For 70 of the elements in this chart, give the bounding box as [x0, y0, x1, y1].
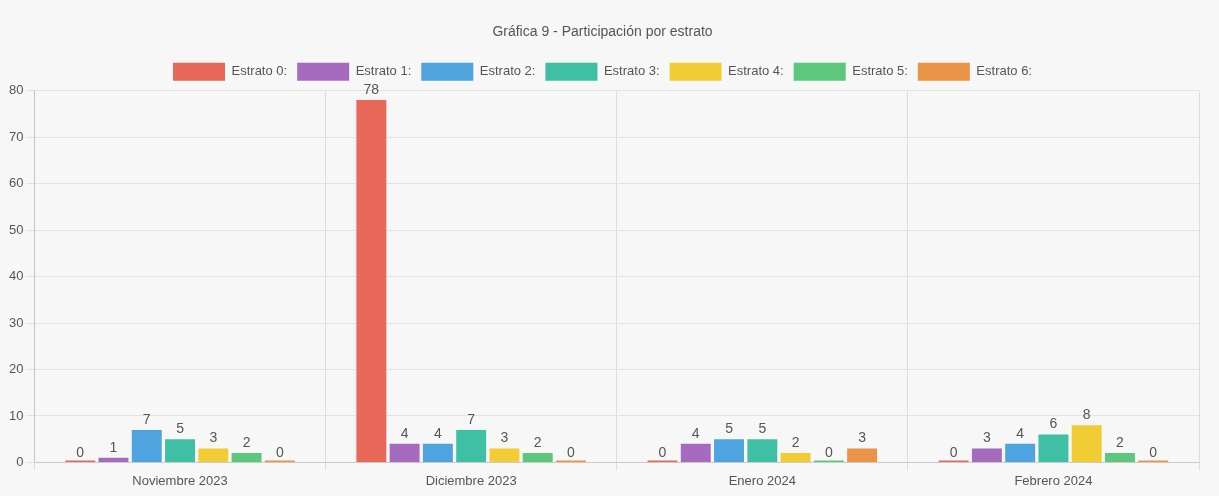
bar — [1105, 453, 1135, 462]
x-tick-label: Diciembre 2023 — [425, 472, 517, 488]
data-label: 0 — [949, 444, 958, 461]
data-label: 7 — [467, 410, 476, 427]
data-label: 0 — [1149, 444, 1158, 461]
y-tick-label: 70 — [8, 128, 24, 144]
bar — [971, 448, 1002, 462]
legend-label: Estrato 1: — [355, 63, 412, 79]
data-label: 4 — [400, 424, 409, 441]
bar — [680, 443, 711, 462]
data-label: 8 — [1082, 406, 1091, 423]
bar — [522, 453, 553, 462]
bar — [489, 448, 520, 462]
legend-label: Estrato 3: — [603, 63, 660, 79]
data-label: 0 — [567, 444, 576, 461]
chart-title: Gráfica 9 - Participación por estrato — [492, 23, 713, 40]
bar — [131, 429, 162, 462]
data-label: 3 — [500, 429, 509, 446]
data-label: 2 — [533, 433, 542, 450]
data-label: 3 — [858, 429, 867, 446]
data-label: 3 — [982, 429, 991, 446]
bar — [356, 100, 387, 462]
bar — [780, 453, 811, 462]
legend-label: Estrato 4: — [728, 63, 784, 79]
bar — [231, 453, 262, 462]
data-label: 0 — [658, 444, 667, 461]
data-label: 6 — [1049, 415, 1058, 432]
y-tick-label: 80 — [8, 82, 24, 98]
y-tick-label: 40 — [8, 268, 24, 284]
data-label: 4 — [433, 424, 442, 441]
legend-label: Estrato 0: — [231, 63, 288, 79]
data-label: 4 — [691, 424, 700, 441]
bar — [1005, 443, 1036, 462]
bar — [714, 439, 744, 462]
data-label: 2 — [1116, 433, 1125, 450]
y-tick-label: 0 — [16, 453, 24, 469]
bar — [456, 429, 487, 462]
data-label: 0 — [275, 444, 284, 461]
y-tick-label: 50 — [8, 221, 24, 237]
bar — [389, 443, 420, 462]
data-label: 0 — [824, 444, 833, 461]
legend-label: Estrato 5: — [852, 63, 908, 79]
y-tick-label: 10 — [8, 407, 24, 423]
bar — [98, 457, 129, 462]
data-label: 5 — [725, 420, 734, 437]
x-tick-label: Febrero 2024 — [1014, 472, 1093, 488]
bar — [747, 439, 778, 462]
legend-label: Estrato 6: — [976, 63, 1032, 79]
data-label: 5 — [758, 420, 767, 437]
y-tick-label: 30 — [8, 314, 24, 330]
data-label: 3 — [209, 429, 218, 446]
data-label: 7 — [142, 410, 151, 427]
data-label: 2 — [242, 433, 251, 450]
x-tick-label: Enero 2024 — [728, 472, 796, 488]
bar — [198, 448, 229, 462]
data-label: 5 — [176, 420, 185, 437]
data-label: 1 — [109, 438, 118, 455]
data-label: 2 — [791, 433, 800, 450]
x-tick-label: Noviembre 2023 — [132, 472, 228, 488]
data-label: 78 — [363, 80, 380, 97]
data-label: 4 — [1016, 424, 1025, 441]
bar — [1071, 425, 1102, 462]
data-label: 0 — [76, 444, 85, 461]
bar — [165, 439, 195, 462]
legend-label: Estrato 2: — [479, 63, 536, 79]
y-tick-label: 20 — [8, 361, 24, 377]
bar — [847, 448, 878, 462]
y-tick-label: 60 — [8, 175, 24, 191]
bar — [1038, 434, 1069, 462]
bar — [422, 443, 453, 462]
